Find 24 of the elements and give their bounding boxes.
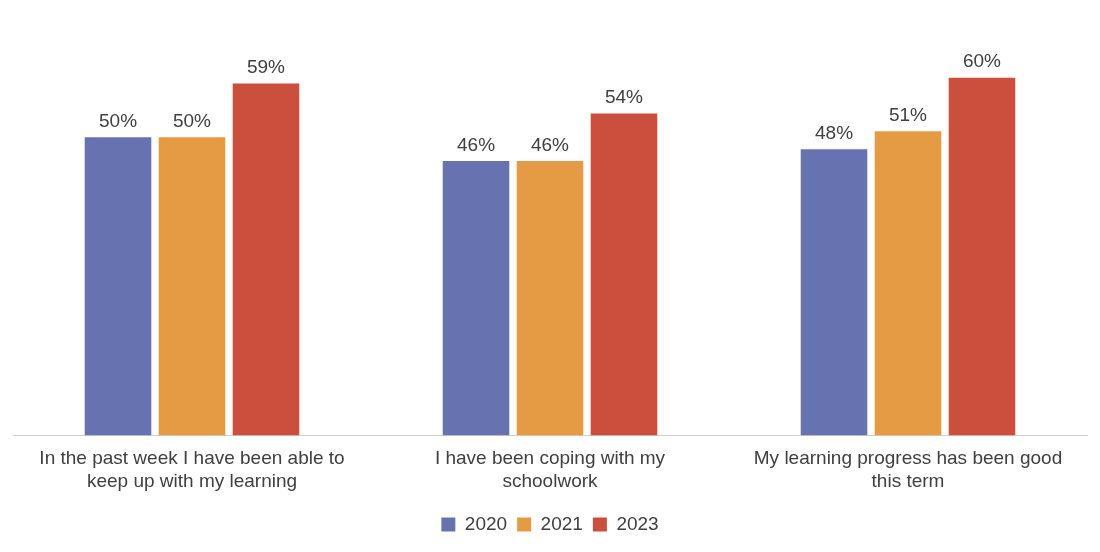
bar — [874, 131, 942, 436]
data-label: 59% — [246, 56, 286, 78]
data-label: 50% — [99, 109, 138, 131]
data-label: 46% — [457, 133, 496, 155]
bar — [800, 149, 868, 436]
legend-label: 2023 — [616, 512, 659, 534]
legend-label: 2021 — [540, 512, 583, 534]
data-label: 48% — [815, 121, 854, 143]
bar — [948, 77, 1016, 436]
bar — [590, 113, 658, 436]
data-label: 54% — [604, 86, 644, 108]
bar — [84, 137, 152, 436]
data-label: 50% — [172, 109, 212, 131]
data-label: 51% — [888, 104, 928, 126]
data-label: 46% — [530, 133, 570, 155]
x-tick-label: In the past week I have been able to keep up with my learning — [39, 447, 345, 491]
x-tick-label: My learning progress has been good this term — [753, 447, 1063, 491]
bar — [158, 137, 226, 436]
bar — [232, 83, 300, 436]
legend-label: 2020 — [464, 512, 508, 534]
x-tick-label: I have been coping with my schoolwork — [434, 447, 666, 491]
data-label: 60% — [962, 50, 1002, 72]
bar — [516, 161, 584, 436]
bar — [442, 161, 510, 436]
